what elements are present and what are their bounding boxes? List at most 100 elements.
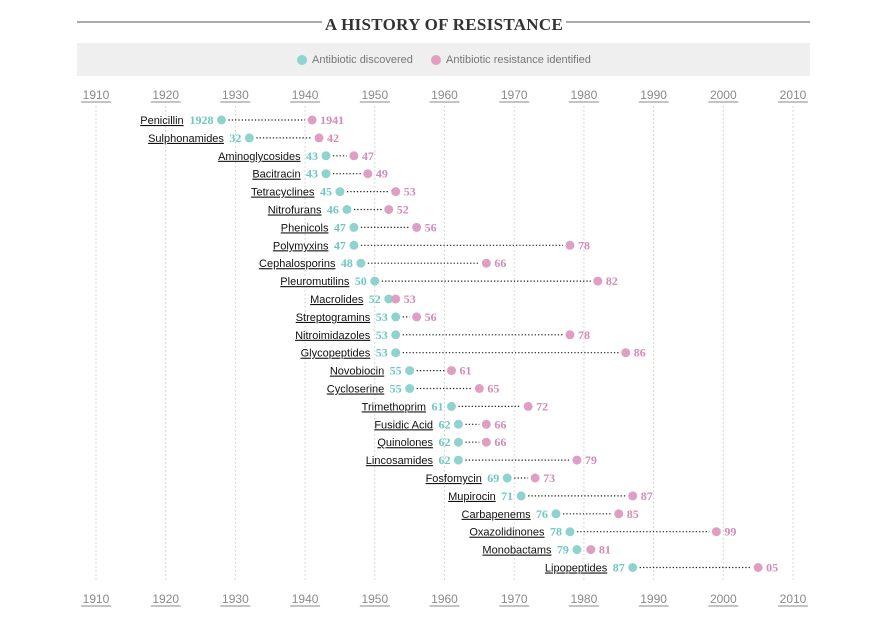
antibiotic-name[interactable]: Oxazolidinones bbox=[469, 527, 545, 539]
resistance-point bbox=[621, 348, 631, 358]
discovered-point bbox=[349, 240, 359, 250]
antibiotic-name[interactable]: Pleuromutilins bbox=[280, 276, 350, 288]
antibiotic-name[interactable]: Carbapenems bbox=[462, 509, 532, 521]
x-tick-top-1990: 1990 bbox=[640, 88, 667, 102]
antibiotic-name[interactable]: Glycopeptides bbox=[301, 348, 371, 360]
row-pleuromutilins: 50 Pleuromutilins 82 bbox=[280, 274, 618, 288]
discovered-label: 53 bbox=[376, 346, 388, 360]
discovered-point bbox=[321, 169, 331, 179]
row-trimethoprim: 61 Trimethoprim 72 bbox=[362, 399, 548, 413]
discovered-point bbox=[391, 348, 401, 358]
antibiotic-name[interactable]: Tetracyclines bbox=[251, 187, 315, 199]
antibiotic-name[interactable]: Sulphonamides bbox=[148, 133, 224, 145]
discovered-point bbox=[551, 509, 561, 519]
antibiotic-name[interactable]: Penicillin bbox=[140, 115, 183, 127]
row-novobiocin: 55 Novobiocin 61 bbox=[330, 364, 472, 378]
resistance-point bbox=[572, 455, 582, 465]
resistance-label: 79 bbox=[585, 453, 597, 467]
discovered-label: 76 bbox=[536, 507, 548, 521]
row-fosfomycin: 69 Fosfomycin 73 bbox=[426, 471, 556, 485]
antibiotic-name[interactable]: Lincosamides bbox=[366, 455, 434, 467]
legend-band bbox=[77, 43, 810, 76]
x-tick-bottom-1910: 1910 bbox=[83, 592, 110, 606]
grid bbox=[95, 106, 794, 582]
discovered-label: 47 bbox=[334, 238, 346, 252]
resistance-point bbox=[565, 240, 575, 250]
row-carbapenems: 76 Carbapenems 85 bbox=[462, 507, 639, 521]
x-tick-bottom-1970: 1970 bbox=[501, 592, 528, 606]
x-tick-bottom-1930: 1930 bbox=[222, 592, 249, 606]
antibiotic-name[interactable]: Mupirocin bbox=[448, 491, 496, 503]
discovered-point bbox=[453, 437, 463, 447]
discovered-point bbox=[628, 563, 638, 572]
row-aminoglycosides: 43 Aminoglycosides 47 bbox=[218, 149, 374, 163]
discovered-point bbox=[502, 473, 512, 483]
resistance-label: 61 bbox=[459, 364, 471, 378]
discovered-label: 32 bbox=[229, 131, 241, 145]
antibiotic-name[interactable]: Fusidic Acid bbox=[374, 419, 433, 431]
x-tick-bottom-1920: 1920 bbox=[152, 592, 179, 606]
row-polymyxins: 47 Polymyxins 78 bbox=[273, 238, 590, 252]
legend-label-discovered: Antibiotic discovered bbox=[312, 54, 413, 66]
resistance-label: 49 bbox=[376, 167, 388, 181]
discovered-label: 55 bbox=[390, 364, 402, 378]
discovered-point bbox=[391, 330, 401, 340]
antibiotic-name[interactable]: Quinolones bbox=[377, 437, 433, 449]
x-tick-top-1950: 1950 bbox=[361, 88, 388, 102]
antibiotic-name[interactable]: Bacitracin bbox=[252, 169, 300, 181]
discovered-point bbox=[391, 312, 401, 322]
antibiotic-name[interactable]: Polymyxins bbox=[273, 240, 329, 252]
resistance-label: 53 bbox=[404, 292, 416, 306]
x-tick-top-2010: 2010 bbox=[780, 88, 807, 102]
antibiotic-name[interactable]: Macrolides bbox=[310, 294, 364, 306]
resistance-label: 53 bbox=[404, 185, 416, 199]
x-tick-bottom-1990: 1990 bbox=[640, 592, 667, 606]
resistance-point bbox=[391, 294, 401, 304]
resistance-label: 82 bbox=[606, 274, 618, 288]
row-fusidic-acid: 62 Fusidic Acid 66 bbox=[374, 417, 506, 431]
antibiotic-name[interactable]: Streptogramins bbox=[296, 312, 371, 324]
antibiotic-name[interactable]: Trimethoprim bbox=[362, 401, 426, 413]
resistance-label: 72 bbox=[536, 399, 548, 413]
resistance-label: 42 bbox=[327, 131, 339, 145]
antibiotic-name[interactable]: Novobiocin bbox=[330, 366, 384, 378]
resistance-label: 65 bbox=[487, 382, 499, 396]
antibiotic-name[interactable]: Cephalosporins bbox=[259, 258, 336, 270]
antibiotic-name[interactable]: Fosfomycin bbox=[426, 473, 482, 485]
antibiotic-name[interactable]: Nitroimidazoles bbox=[295, 330, 371, 342]
row-oxazolidinones: 78 Oxazolidinones 99 bbox=[469, 525, 736, 539]
x-tick-bottom-2000: 2000 bbox=[710, 592, 737, 606]
resistance-label: 1941 bbox=[320, 113, 344, 127]
resistance-label: 87 bbox=[641, 489, 653, 503]
antibiotic-name[interactable]: Lipopeptides bbox=[545, 563, 608, 575]
antibiotic-name[interactable]: Phenicols bbox=[281, 222, 329, 234]
legend: Antibiotic discovered Antibiotic resista… bbox=[77, 43, 810, 76]
antibiotic-name[interactable]: Aminoglycosides bbox=[218, 151, 301, 163]
discovered-label: 53 bbox=[376, 328, 388, 342]
resistance-point bbox=[391, 187, 401, 197]
discovered-label: 53 bbox=[376, 310, 388, 324]
data-rows: 1928 Penicillin 1941 32 Sulphonamides 42 43 Ami… bbox=[140, 113, 778, 575]
antibiotic-name[interactable]: Monobactams bbox=[482, 545, 552, 557]
resistance-label: 81 bbox=[599, 543, 611, 557]
discovered-point bbox=[565, 527, 575, 537]
row-bacitracin: 43 Bacitracin 49 bbox=[252, 167, 388, 181]
resistance-point bbox=[307, 115, 317, 125]
resistance-point bbox=[530, 473, 540, 483]
discovered-label: 62 bbox=[438, 435, 450, 449]
resistance-point bbox=[481, 419, 491, 429]
row-streptogramins: 53 Streptogramins 56 bbox=[296, 310, 437, 324]
x-tick-top-1930: 1930 bbox=[222, 88, 249, 102]
resistance-label: 86 bbox=[634, 346, 646, 360]
discovered-label: 43 bbox=[306, 167, 318, 181]
resistance-label: 56 bbox=[425, 310, 437, 324]
resistance-label: 52 bbox=[397, 203, 409, 217]
x-tick-top-1960: 1960 bbox=[431, 88, 458, 102]
resistance-label: 78 bbox=[578, 238, 590, 252]
discovered-label: 52 bbox=[369, 292, 381, 306]
resistance-point bbox=[481, 437, 491, 447]
resistance-point bbox=[412, 222, 422, 232]
antibiotic-name[interactable]: Cycloserine bbox=[327, 384, 384, 396]
antibiotic-name[interactable]: Nitrofurans bbox=[268, 205, 322, 217]
